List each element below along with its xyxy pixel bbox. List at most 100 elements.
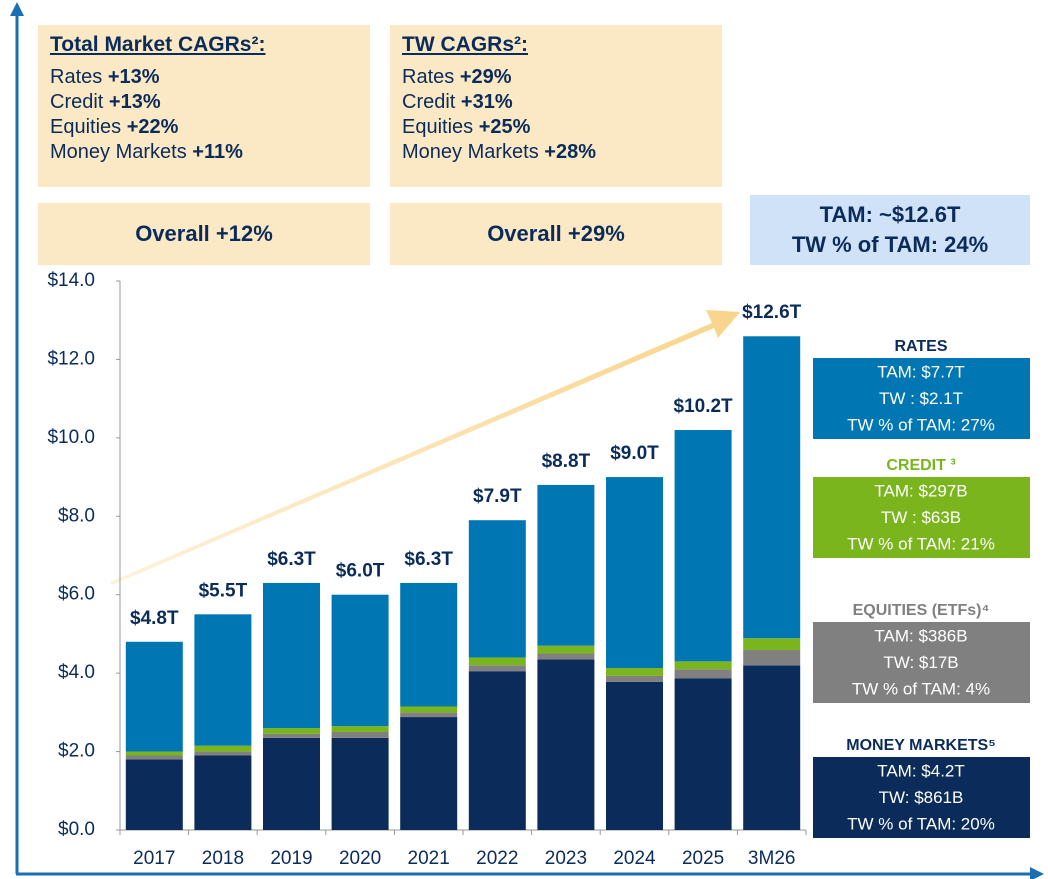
axis-arrow-x-head	[1030, 867, 1044, 879]
bar-segment	[331, 731, 389, 738]
total-label: $5.5T	[199, 580, 248, 601]
y-tick-label: $14.0	[47, 270, 95, 291]
bar-segment	[537, 659, 595, 830]
bar-segment	[606, 477, 663, 669]
legend-box	[813, 477, 1030, 558]
bar-segment	[606, 668, 663, 676]
y-tick-label: $2.0	[58, 741, 95, 762]
x-tick-label: 2018	[202, 848, 244, 869]
cagr-value: +25%	[478, 116, 531, 138]
bar-segment	[674, 678, 732, 830]
cagr-value: +29%	[459, 66, 512, 88]
bar-segment	[606, 675, 663, 682]
x-tick-label: 2023	[545, 848, 587, 869]
total-label: $6.3T	[404, 549, 453, 570]
bar-segment	[537, 484, 595, 646]
bar-segment	[468, 657, 526, 666]
bar-segment	[331, 726, 389, 732]
cagr-item: Rates +13%	[50, 65, 370, 90]
bar-segment	[468, 665, 526, 672]
legend-line: TW : $63B	[881, 508, 961, 527]
total-label: $10.2T	[674, 396, 734, 417]
cagr-label: Rates	[50, 66, 103, 88]
y-tick-label: $10.0	[47, 427, 95, 448]
legend-line: TW % of TAM: 4%	[852, 679, 990, 698]
bar-segment	[743, 336, 801, 639]
growth-arrow	[110, 310, 740, 585]
bar-segment	[125, 751, 183, 756]
overall-panel: Overall +29%	[390, 203, 722, 265]
legend-title: RATES	[894, 338, 947, 355]
panel-title: Total Market CAGRs²:	[50, 33, 266, 56]
y-tick-label: $8.0	[58, 505, 95, 526]
bar-segment	[125, 755, 183, 760]
bar-segment	[331, 594, 389, 727]
bar-segment	[468, 520, 526, 658]
cagr-label: Money Markets	[402, 141, 539, 163]
total-label: $6.3T	[267, 549, 316, 570]
bar-segment	[194, 614, 252, 746]
cagr-label: Equities	[50, 116, 122, 138]
bar-segment	[194, 751, 252, 756]
bar-segment	[331, 737, 389, 830]
cagr-label: Rates	[402, 66, 455, 88]
cagr-item: Money Markets +28%	[402, 140, 722, 165]
bar-segment	[400, 582, 458, 707]
legend-line: TAM: $386B	[874, 626, 967, 645]
bar-segment	[674, 661, 732, 670]
legend-line: TW % of TAM: 20%	[847, 814, 995, 833]
axis-arrow-y-head	[10, 2, 24, 16]
cagr-label: Credit	[50, 91, 104, 113]
bar-segment	[125, 759, 183, 830]
legend-line: TAM: $297B	[874, 481, 967, 500]
legend-box	[813, 358, 1030, 439]
cagr-item: Credit +13%	[50, 90, 370, 115]
total-label: $12.6T	[742, 302, 802, 323]
cagr-item: Money Markets +11%	[50, 140, 370, 165]
cagr-value: +28%	[544, 141, 596, 163]
x-tick-label: 2021	[408, 848, 450, 869]
total-label: $6.0T	[336, 561, 385, 582]
overall-panel: Overall +12%	[38, 203, 370, 265]
x-tick-label: 3M26	[748, 848, 796, 869]
bar-segment	[606, 681, 663, 830]
y-tick-label: $12.0	[47, 348, 95, 369]
legend-title: MONEY MARKETS⁵	[846, 737, 995, 754]
legend-box	[813, 757, 1030, 838]
tam-box: TAM: ~$12.6T TW % of TAM: 24%	[750, 195, 1030, 265]
legend-title: EQUITIES (ETFs)⁴	[853, 602, 990, 619]
legend-line: TW: $861B	[879, 788, 964, 807]
cagr-panel: Total Market CAGRs²: Rates +13% Credit +13…	[38, 25, 370, 187]
cagr-value: +31%	[460, 91, 513, 113]
cagr-value: +11%	[192, 141, 243, 163]
tam-line: TAM: ~$12.6T	[819, 202, 961, 227]
bar-segment	[743, 650, 801, 666]
overall-text: Overall +29%	[487, 221, 625, 246]
x-tick-label: 2017	[133, 848, 175, 869]
cagr-item: Rates +29%	[402, 65, 722, 90]
legend-line: TAM: $7.7T	[877, 362, 965, 381]
legend-line: TW % of TAM: 27%	[847, 415, 995, 434]
cagr-item: Equities +25%	[402, 115, 722, 140]
legend-title: CREDIT ³	[886, 457, 955, 474]
bar-segment	[194, 755, 252, 830]
bar-segment	[537, 645, 595, 654]
x-tick-label: 2024	[613, 848, 656, 869]
cagr-item: Credit +31%	[402, 90, 722, 115]
bar-segment	[194, 745, 252, 752]
cagr-value: +13%	[108, 91, 161, 113]
legend-line: TW: $17B	[883, 653, 958, 672]
total-label: $7.9T	[473, 486, 522, 507]
bar-segment	[125, 641, 183, 752]
legend-line: TW : $2.1T	[879, 389, 963, 408]
x-tick-label: 2022	[476, 848, 518, 869]
tam-line: TW % of TAM: 24%	[791, 232, 989, 257]
bar-segment	[537, 653, 595, 660]
x-tick-label: 2020	[339, 848, 381, 869]
bar-segment	[263, 733, 320, 738]
bar-segment	[263, 728, 320, 734]
bar-segment	[400, 717, 458, 830]
cagr-value: +13%	[107, 66, 160, 88]
legend-box	[813, 622, 1030, 703]
